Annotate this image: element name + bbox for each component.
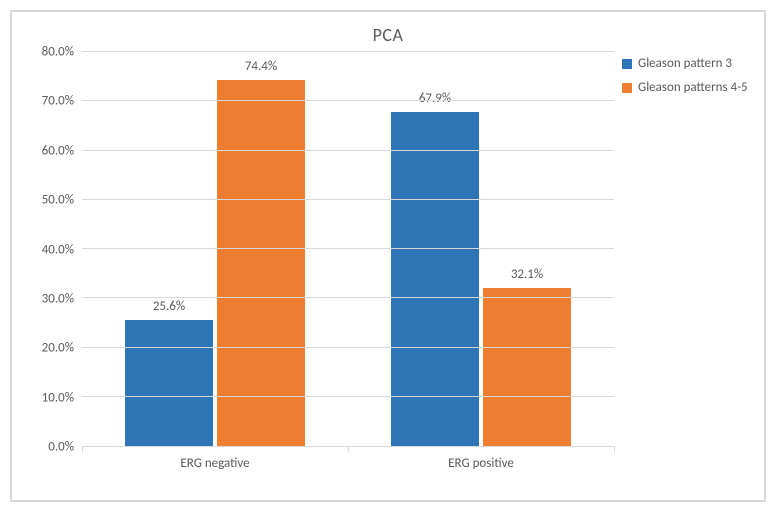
chart-inner-frame: PCA 0.0% 10.0% 20.0% 30.0% 40.0% 50.0% 60.0% 70… bbox=[11, 11, 765, 501]
gridline bbox=[82, 297, 614, 298]
bar: 25.6% bbox=[125, 320, 213, 446]
bar-group: 67.9%32.1% bbox=[348, 52, 614, 446]
bar-fill bbox=[125, 320, 213, 446]
x-axis-label: ERG positive bbox=[348, 446, 614, 482]
y-tick-label: 10.0% bbox=[42, 390, 74, 405]
bar-fill bbox=[483, 288, 571, 446]
y-axis: 0.0%10.0%20.0%30.0%40.0%50.0%60.0%70.0%8… bbox=[26, 52, 82, 482]
legend-label: Gleason pattern 3 bbox=[638, 56, 732, 72]
plot-wrap: 0.0%10.0%20.0%30.0%40.0%50.0%60.0%70.0%8… bbox=[26, 52, 614, 482]
chart-body: 0.0%10.0%20.0%30.0%40.0%50.0%60.0%70.0%8… bbox=[26, 52, 750, 482]
legend-item: Gleason pattern 3 bbox=[622, 56, 750, 72]
gridline bbox=[82, 248, 614, 249]
y-tick-label: 80.0% bbox=[42, 45, 74, 60]
y-tick-label: 50.0% bbox=[42, 193, 74, 208]
y-tick-label: 0.0% bbox=[48, 440, 74, 455]
legend-label: Gleason patterns 4-5 bbox=[638, 80, 748, 96]
y-tick-label: 60.0% bbox=[42, 143, 74, 158]
y-tick-label: 70.0% bbox=[42, 94, 74, 109]
chart-outer-frame: PCA 0.0% 10.0% 20.0% 30.0% 40.0% 50.0% 60.0% 70… bbox=[10, 10, 766, 502]
bar-value-label: 74.4% bbox=[217, 59, 305, 80]
x-tick bbox=[614, 446, 615, 452]
gridline bbox=[82, 396, 614, 397]
gridline bbox=[82, 199, 614, 200]
y-tick-label: 30.0% bbox=[42, 291, 74, 306]
bar-value-label: 25.6% bbox=[125, 299, 213, 320]
bar-fill bbox=[217, 80, 305, 446]
gridline bbox=[82, 100, 614, 101]
legend-swatch bbox=[622, 59, 632, 69]
bar-group: 25.6%74.4% bbox=[82, 52, 348, 446]
y-tick-label: 40.0% bbox=[42, 242, 74, 257]
x-axis-label: ERG negative bbox=[82, 446, 348, 482]
chart-title: PCA bbox=[26, 24, 750, 46]
gridline bbox=[82, 347, 614, 348]
bar-groups: 25.6%74.4%67.9%32.1% bbox=[82, 52, 614, 446]
legend-swatch bbox=[622, 83, 632, 93]
bar: 32.1% bbox=[483, 288, 571, 446]
bar: 74.4% bbox=[217, 80, 305, 446]
bar-value-label: 32.1% bbox=[483, 267, 571, 288]
y-tick-label: 20.0% bbox=[42, 341, 74, 356]
plot-area: 25.6%74.4%67.9%32.1% bbox=[82, 52, 614, 447]
legend-item: Gleason patterns 4-5 bbox=[622, 80, 750, 96]
gridline bbox=[82, 150, 614, 151]
x-axis-labels: ERG negativeERG positive bbox=[82, 446, 614, 482]
legend: Gleason pattern 3 Gleason patterns 4-5 bbox=[614, 52, 750, 482]
gridline bbox=[82, 51, 614, 52]
